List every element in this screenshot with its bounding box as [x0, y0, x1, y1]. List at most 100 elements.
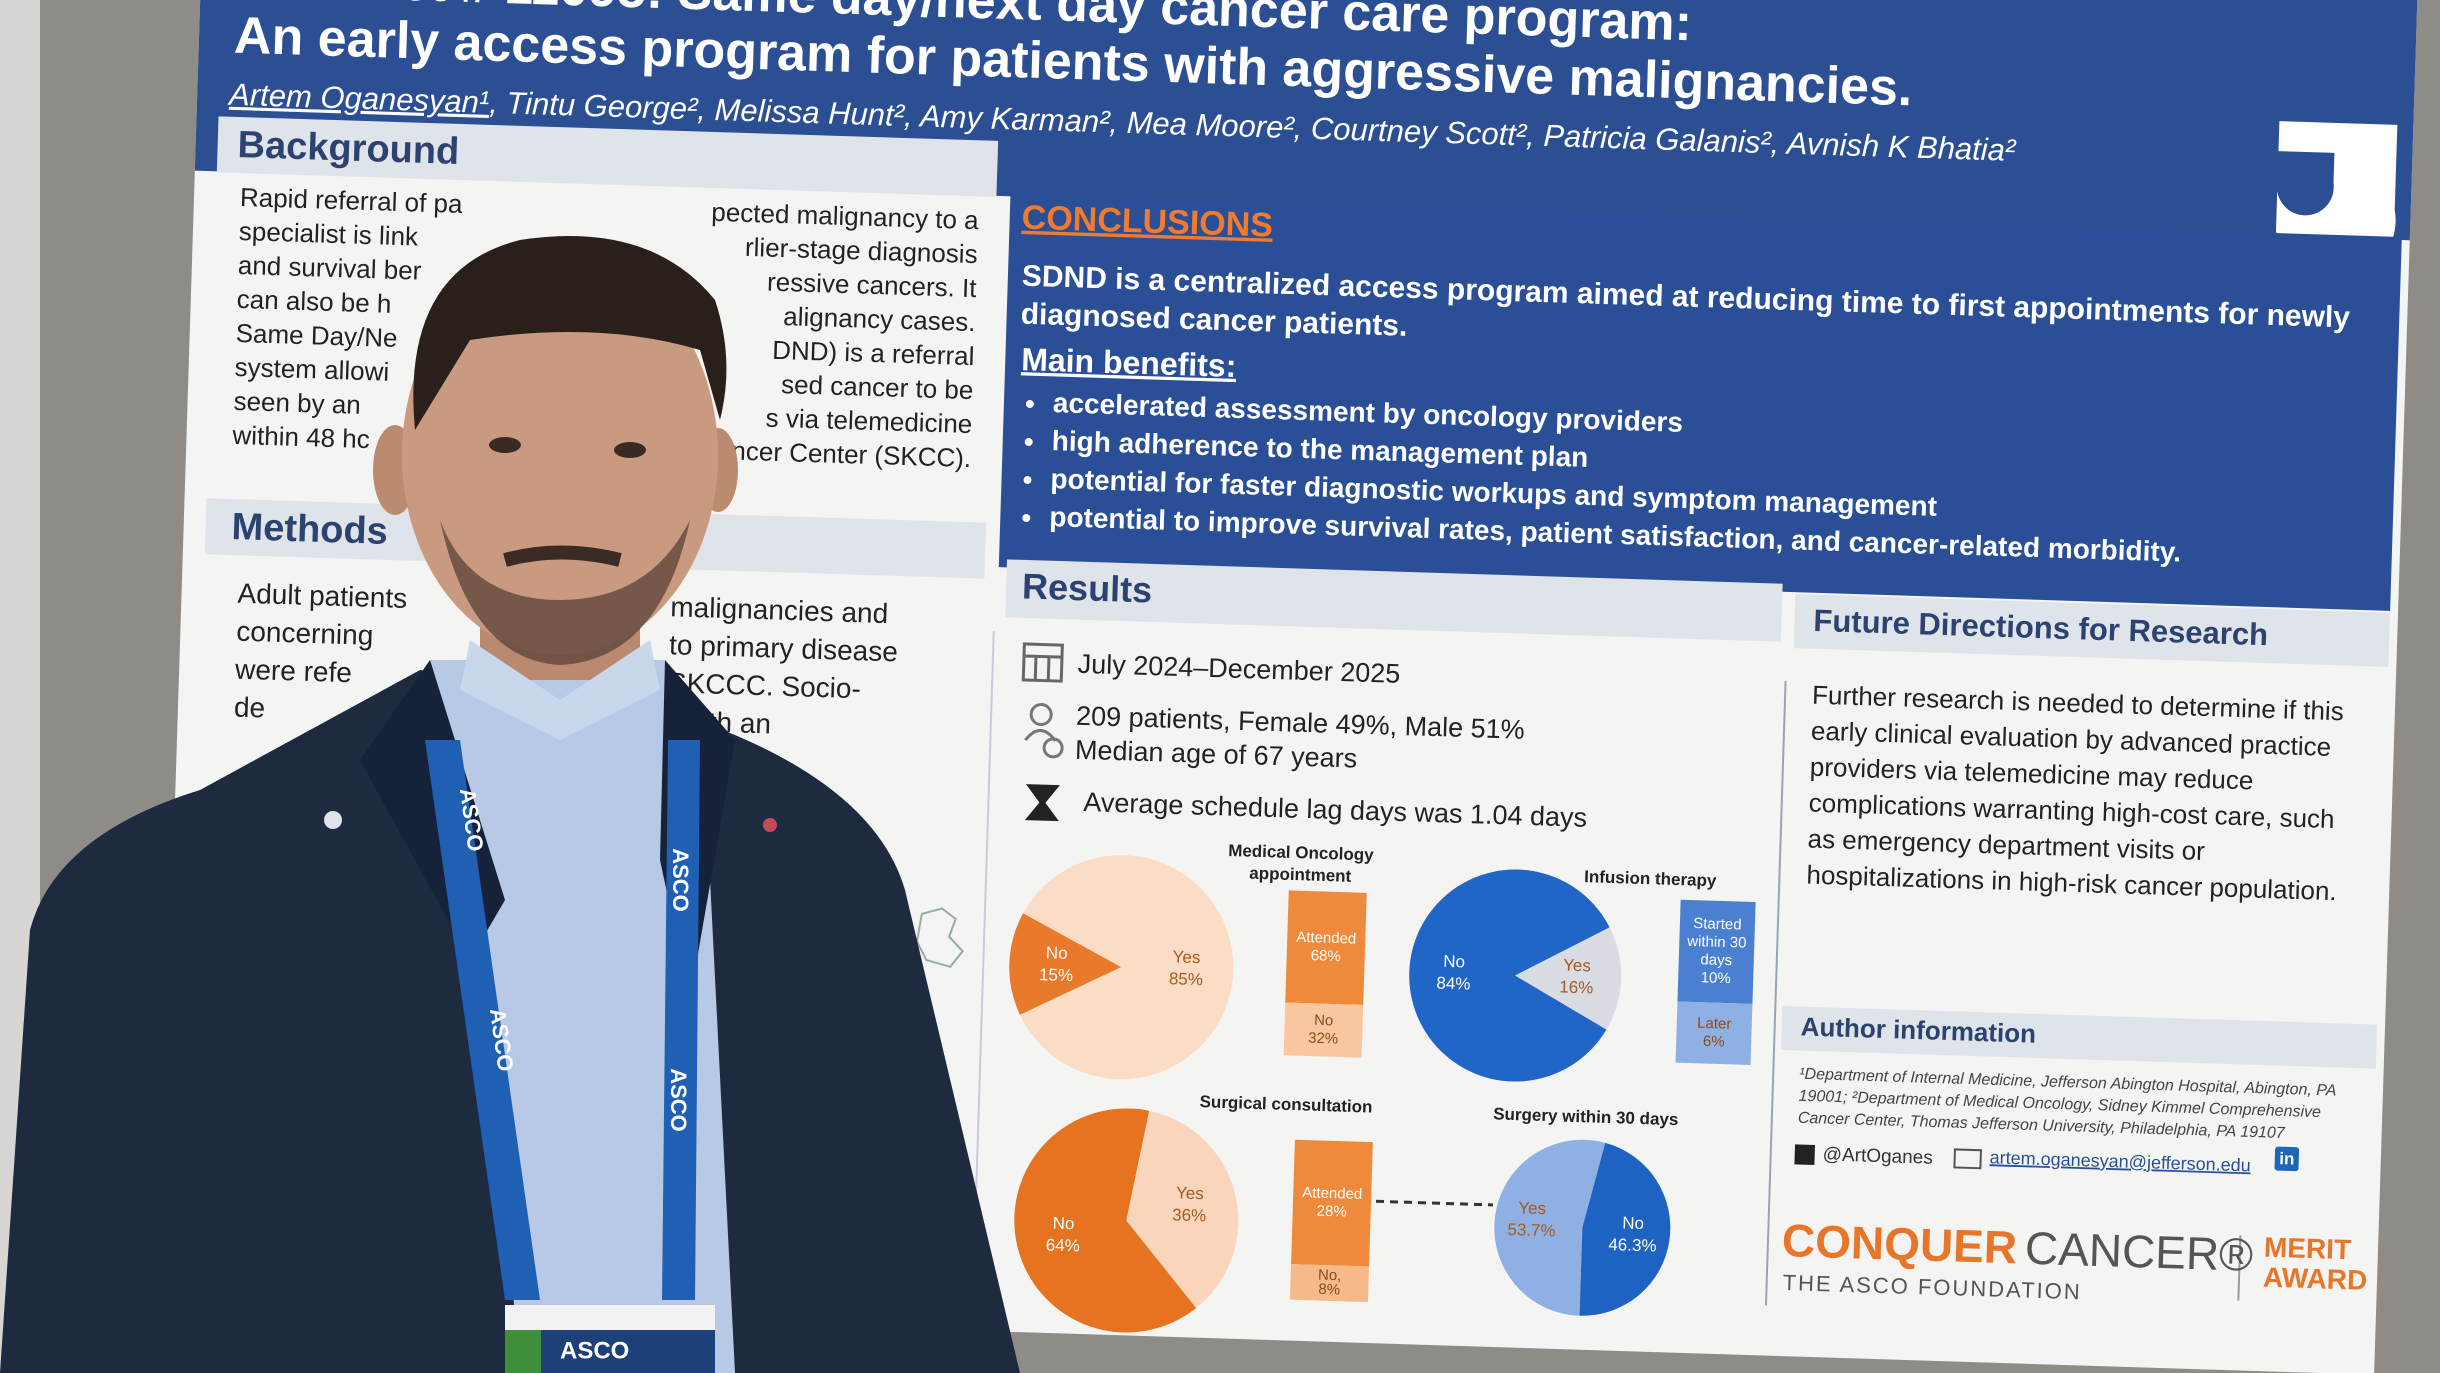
- bar-label: No,: [1318, 1267, 1342, 1285]
- body-text: sed cancer to be: [781, 369, 974, 405]
- person-icon: [1024, 703, 1064, 759]
- bar-value: 10%: [1700, 969, 1731, 987]
- poster: Abstract # 11095: Same day/next day canc…: [159, 0, 2418, 1373]
- conquer: CONQUER: [1781, 1214, 2018, 1273]
- bullet: [1025, 400, 1034, 409]
- body-text: Rapid referral of pa: [240, 182, 464, 219]
- lapel-pin: [324, 811, 342, 829]
- body-text: within 48 hc: [231, 420, 370, 454]
- linkedin-icon: [2274, 1146, 2300, 1172]
- cancer: CANCER®: [2024, 1222, 2254, 1281]
- bar-value: 32%: [1308, 1030, 1339, 1048]
- lanyard: [425, 740, 540, 1300]
- body-text: de: [234, 692, 266, 724]
- bar-value: 8%: [1318, 1281, 1340, 1299]
- body-text: alignancy cases.: [783, 301, 976, 337]
- bar-segment: [1675, 1001, 1753, 1065]
- body-text: ressive cancers. It: [767, 267, 978, 304]
- badge-tag: [505, 1330, 541, 1373]
- bar-segment: [1291, 1139, 1373, 1267]
- conclusions-panel: [998, 193, 2402, 611]
- section-heading: Results: [1022, 565, 1153, 610]
- lanyard: [662, 740, 700, 1300]
- section-bar: [1005, 559, 1783, 642]
- lanyard-text: ASCO: [666, 1068, 691, 1132]
- pie-title: appointment: [1249, 864, 1352, 886]
- pie-slice: [1014, 1108, 1197, 1333]
- slice-value: 64%: [1046, 1235, 1081, 1255]
- section-heading: CONCLUSIONS: [1021, 199, 1273, 245]
- slice-label: Yes: [1176, 1183, 1204, 1203]
- mustache: [503, 545, 622, 567]
- body-text: can also be h: [236, 284, 392, 319]
- bar-value: 68%: [1310, 947, 1341, 965]
- slice-value: 16%: [1559, 977, 1594, 997]
- bar-label: within 30: [1686, 933, 1747, 952]
- pie-slice: [1019, 855, 1234, 1080]
- mail-icon: [1953, 1148, 1982, 1170]
- calendar-icon: [1021, 642, 1064, 683]
- section-heading: Author information: [1800, 1011, 2036, 1048]
- face: [402, 255, 718, 655]
- presenter: Artem Oganesyan¹: [227, 77, 490, 120]
- beard: [440, 520, 690, 665]
- body-text: Same Day/Ne: [235, 318, 398, 353]
- bar-segment: [1285, 890, 1367, 1005]
- hair: [413, 236, 727, 430]
- bar-label: Started: [1693, 915, 1742, 934]
- pie-slice: [1515, 927, 1622, 1030]
- body-text: specialist is link: [238, 216, 419, 252]
- bar-label: days: [1700, 951, 1732, 969]
- pie-title: Infusion therapy: [1584, 867, 1717, 890]
- body-text: concerning: [236, 616, 374, 651]
- bullet: [1023, 475, 1032, 484]
- bar-label: Later: [1697, 1015, 1732, 1033]
- column-divider: [1764, 680, 1787, 1306]
- slice-value: 46.3%: [1608, 1235, 1657, 1256]
- slice-label: Yes: [1518, 1198, 1546, 1218]
- pie-slice: [1494, 1139, 1606, 1316]
- body-text: s via telemedicine: [765, 403, 972, 439]
- eye: [489, 437, 521, 453]
- body-text: Adult patients: [237, 578, 408, 614]
- body-text: were refe: [234, 654, 353, 689]
- pie-title: Medical Oncology: [1228, 841, 1375, 865]
- map-sketch: [915, 907, 965, 968]
- subheading: Main benefits:: [1021, 341, 1237, 384]
- hourglass-icon: [1024, 784, 1060, 822]
- eye: [614, 442, 646, 458]
- slice-label: Yes: [1563, 956, 1591, 976]
- bar-value: 6%: [1703, 1033, 1725, 1051]
- twitter-handle: @ArtOganes: [1822, 1144, 1933, 1168]
- bar-segment: [1289, 1264, 1369, 1303]
- section-heading: Methods: [231, 506, 388, 553]
- body-text: rlier-stage diagnosis: [745, 232, 978, 269]
- body-text: to primary disease: [669, 629, 899, 667]
- body-text: malignancies and: [670, 591, 889, 629]
- slice-label: No: [1622, 1213, 1644, 1233]
- sponsor-logo: CONQUER CANCER®: [1781, 1214, 2254, 1281]
- body-text: system allowi: [234, 352, 389, 387]
- body-text: SKCCC. Socio-: [667, 667, 861, 704]
- bullet: [1022, 513, 1031, 522]
- section-bar: [1780, 1005, 2378, 1069]
- section-bar: [216, 116, 999, 197]
- body-text: seen by an: [233, 386, 361, 420]
- slice-value: 85%: [1169, 969, 1204, 989]
- collar: [460, 640, 660, 740]
- bullet: [1024, 437, 1033, 446]
- slice-label: No: [1443, 952, 1465, 972]
- lapel-pin: [763, 818, 777, 832]
- bar-label: No: [1314, 1012, 1334, 1030]
- bar-value: 28%: [1316, 1203, 1347, 1221]
- pie-slice: [1409, 869, 1610, 1082]
- bar-segment: [1283, 1002, 1364, 1058]
- connector: [1375, 1199, 1494, 1207]
- slice-value: 84%: [1436, 974, 1471, 994]
- section-bar: [1793, 594, 2391, 667]
- slice-label: No: [1046, 943, 1068, 963]
- pie-slice: [1009, 913, 1122, 1015]
